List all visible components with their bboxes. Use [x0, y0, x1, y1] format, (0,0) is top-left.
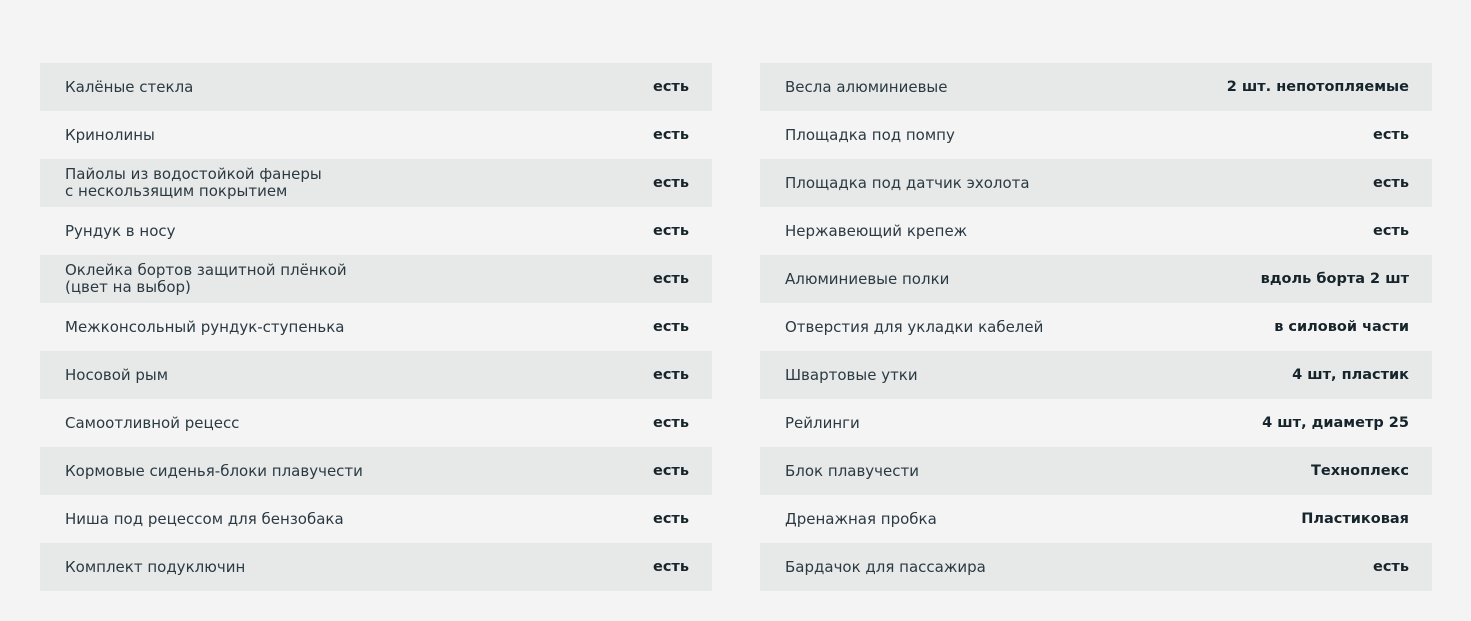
spec-label: Рундук в носу [65, 221, 176, 240]
spec-value: 4 шт, пластик [1292, 367, 1409, 383]
spec-row: Пайолы из водостойкой фанеры с нескользя… [40, 159, 712, 207]
spec-label: Нержавеющий крепеж [785, 221, 968, 240]
spec-value: есть [652, 79, 689, 95]
spec-value: есть [652, 223, 689, 239]
spec-value: есть [1372, 127, 1409, 143]
spec-row: Площадка под датчик эхолота есть [760, 159, 1432, 207]
spec-row: Алюминиевые полки вдоль борта 2 шт [760, 255, 1432, 303]
spec-label: Оклейка бортов защитной плёнкой (цвет на… [65, 261, 347, 296]
spec-label: Межконсольный рундук-ступенька [65, 317, 345, 336]
spec-label: Кринолины [65, 125, 155, 144]
spec-label: Пайолы из водостойкой фанеры с нескользя… [65, 165, 322, 200]
spec-row: Швартовые утки 4 шт, пластик [760, 351, 1432, 399]
spec-row: Бардачок для пассажира есть [760, 543, 1432, 591]
specs-column-right: Весла алюминиевые 2 шт. непотопляемые Пло… [760, 63, 1432, 591]
spec-label: Дренажная пробка [785, 509, 937, 528]
spec-row: Комплект подуключин есть [40, 543, 712, 591]
spec-value: есть [1372, 223, 1409, 239]
spec-value: есть [652, 463, 689, 479]
spec-row: Рундук в носу есть [40, 207, 712, 255]
spec-row: Межконсольный рундук-ступенька есть [40, 303, 712, 351]
spec-label: Бардачок для пассажира [785, 557, 986, 576]
spec-value: есть [652, 367, 689, 383]
spec-label: Площадка под помпу [785, 125, 955, 144]
specs-column-left: Калёные стекла есть Кринолины есть Пайолы … [40, 63, 712, 591]
spec-value: есть [652, 559, 689, 575]
spec-row: Носовой рым есть [40, 351, 712, 399]
spec-row: Дренажная пробка Пластиковая [760, 495, 1432, 543]
spec-row: Блок плавучести Техноплекс [760, 447, 1432, 495]
spec-row: Кормовые сиденья-блоки плавучести есть [40, 447, 712, 495]
spec-value: есть [652, 319, 689, 335]
spec-label: Кормовые сиденья-блоки плавучести [65, 461, 363, 480]
spec-label: Алюминиевые полки [785, 269, 950, 288]
spec-label: Рейлинги [785, 413, 860, 432]
spec-value: есть [652, 271, 689, 287]
spec-label: Комплект подуключин [65, 557, 246, 576]
spec-value: в силовой части [1274, 319, 1409, 335]
spec-value: есть [652, 175, 689, 191]
spec-value: 4 шт, диаметр 25 [1262, 415, 1409, 431]
specs-table: Калёные стекла есть Кринолины есть Пайолы … [40, 63, 1432, 591]
spec-label: Блок плавучести [785, 461, 920, 480]
spec-label: Швартовые утки [785, 365, 918, 384]
spec-label: Отверстия для укладки кабелей [785, 317, 1044, 336]
spec-value: 2 шт. непотопляемые [1226, 79, 1409, 95]
spec-row: Нержавеющий крепеж есть [760, 207, 1432, 255]
spec-value: есть [1372, 175, 1409, 191]
spec-value: есть [652, 511, 689, 527]
spec-value: есть [652, 127, 689, 143]
spec-row: Площадка под помпу есть [760, 111, 1432, 159]
spec-row: Весла алюминиевые 2 шт. непотопляемые [760, 63, 1432, 111]
spec-value: есть [652, 415, 689, 431]
spec-label: Носовой рым [65, 365, 169, 384]
spec-row: Кринолины есть [40, 111, 712, 159]
spec-label: Самоотливной рецесс [65, 413, 240, 432]
spec-label: Ниша под рецессом для бензобака [65, 509, 344, 528]
spec-value: вдоль борта 2 шт [1260, 271, 1409, 287]
spec-row: Оклейка бортов защитной плёнкой (цвет на… [40, 255, 712, 303]
spec-value: Техноплекс [1311, 463, 1409, 479]
spec-row: Рейлинги 4 шт, диаметр 25 [760, 399, 1432, 447]
spec-row: Калёные стекла есть [40, 63, 712, 111]
spec-value: есть [1372, 559, 1409, 575]
spec-value: Пластиковая [1301, 511, 1409, 527]
spec-label: Площадка под датчик эхолота [785, 173, 1030, 192]
spec-label: Весла алюминиевые [785, 77, 948, 96]
spec-row: Самоотливной рецесс есть [40, 399, 712, 447]
spec-row: Ниша под рецессом для бензобака есть [40, 495, 712, 543]
spec-row: Отверстия для укладки кабелей в силовой ч… [760, 303, 1432, 351]
spec-label: Калёные стекла [65, 77, 194, 96]
